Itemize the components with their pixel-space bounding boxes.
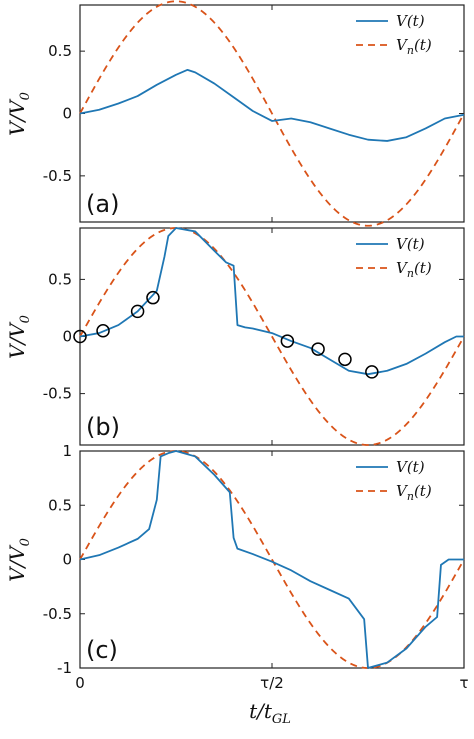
y-tick-label: 0 (62, 105, 72, 123)
y-tick-label: 0.5 (48, 496, 72, 514)
legend-label-v: V(t) (396, 458, 425, 476)
y-tick-label: 1 (62, 442, 72, 460)
y-axis-label-main: V/V (5, 321, 29, 359)
y-axis-label-sub: 0 (18, 92, 33, 100)
panel-label: (b) (86, 413, 120, 441)
x-axis-label-main: t/t (249, 699, 273, 723)
legend-label-vn: Vn(t) (396, 482, 432, 503)
legend-label-vn: Vn(t) (396, 259, 432, 280)
y-ticks: 1 0.5 0 -0.5 -1 (43, 442, 465, 677)
y-tick-label: 0 (62, 328, 72, 346)
panel-label: (c) (86, 636, 118, 664)
y-ticks: 0.5 0 -0.5 (43, 5, 465, 222)
y-tick-label: -0.5 (43, 605, 72, 623)
marker-point (96, 324, 110, 338)
marker-point (365, 365, 379, 379)
x-tick-label: τ/2 (260, 674, 284, 692)
legend-label-vn: Vn(t) (396, 36, 432, 57)
curves (79, 227, 465, 446)
legend-label-v: V(t) (396, 235, 425, 253)
y-tick-label: 0.5 (48, 42, 72, 60)
series-vn-line (79, 227, 465, 446)
legend-label-v: V(t) (396, 12, 425, 30)
y-axis-labels: V/V0 V/V0 V/V0 (5, 92, 33, 582)
x-tick-label: 0 (75, 674, 85, 692)
marker-point (311, 342, 325, 356)
y-tick-label: 0 (62, 551, 72, 569)
y-axis-label: V/V0 (5, 315, 33, 359)
y-axis-label-main: V/V (5, 98, 29, 136)
marker-point (338, 352, 352, 367)
y-tick-label: -0.5 (43, 167, 72, 185)
x-tick-label: τ (459, 674, 468, 692)
y-axis-label: V/V0 (5, 92, 33, 136)
x-tick-labels: 0 τ/2 τ (75, 674, 468, 692)
marker-point (280, 334, 295, 348)
curves (79, 450, 465, 669)
marker-point (73, 329, 87, 344)
y-tick-label: -0.5 (43, 385, 72, 403)
x-axis-label: t/tGL (249, 699, 291, 727)
y-axis-label-main: V/V (5, 544, 29, 582)
y-axis-label: V/V0 (5, 538, 33, 582)
panel-b: 0.5 0 -0.5 (b) V(t) Vn(t) (43, 227, 465, 446)
legend: V(t) Vn(t) (356, 235, 432, 280)
y-tick-label: 0.5 (48, 270, 72, 288)
marker-point (130, 304, 145, 319)
series-v-line (79, 450, 464, 669)
y-axis-label-sub: 0 (18, 315, 33, 323)
y-axis-label-sub: 0 (18, 538, 33, 546)
series-v-line (79, 227, 464, 376)
panel-a: 0.5 0 -0.5 (a) V(t) Vn(t) (43, 0, 465, 227)
circle-markers (73, 290, 379, 379)
panel-label: (a) (86, 190, 119, 218)
curves (79, 0, 465, 227)
series-vn-line (79, 0, 465, 227)
legend: V(t) Vn(t) (356, 458, 432, 503)
panel-c: 1 0.5 0 -0.5 -1 (c) V(t) Vn(t) (43, 442, 465, 677)
x-axis-label-sub: GL (272, 712, 291, 727)
series-v-line (79, 68, 465, 142)
legend: V(t) Vn(t) (356, 12, 432, 57)
y-tick-label: -1 (57, 659, 72, 677)
marker-point (146, 290, 160, 305)
